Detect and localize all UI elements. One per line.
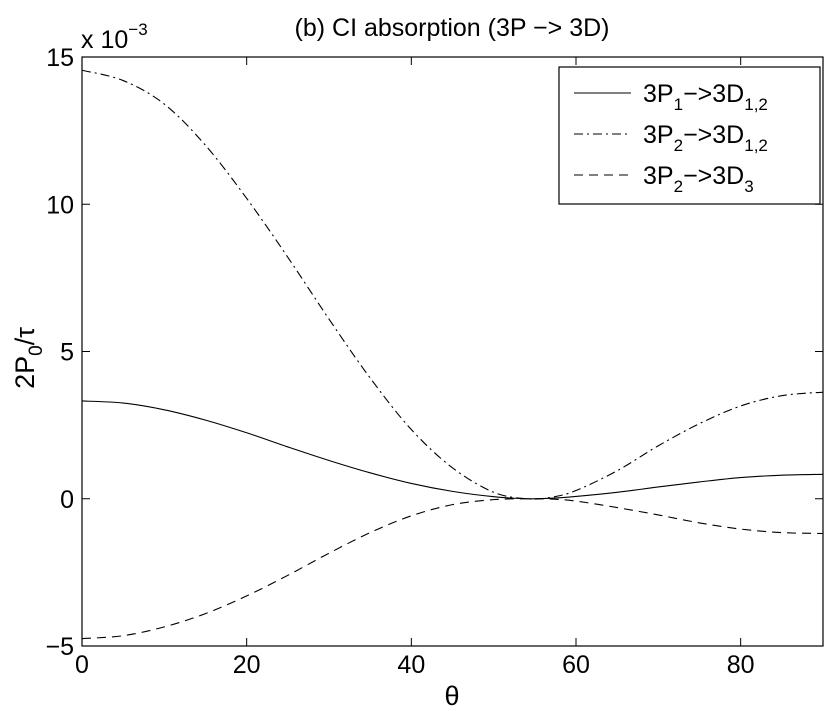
y-multiplier-exponent: −3 (128, 20, 147, 39)
x-tick-label: 0 (75, 651, 89, 679)
series-line-3p2-3d1-2 (81, 69, 824, 500)
series-layer (81, 69, 824, 640)
y-multiplier: x 10−3 (81, 20, 148, 54)
legend-entry-label: 3P2−>3D1,2 (643, 121, 768, 155)
y-axis-label-sub: 0 (26, 345, 47, 356)
x-tick-label: 20 (233, 651, 261, 679)
y-tick-label: 10 (46, 191, 74, 219)
x-tick-label: 40 (397, 651, 425, 679)
y-multiplier-base: x 10 (81, 26, 128, 54)
y-axis-label-rest: /τ (10, 327, 40, 346)
x-tick-label: 60 (562, 651, 590, 679)
legend-box (558, 66, 821, 205)
x-tick-label: 80 (727, 651, 755, 679)
y-tick-label: 0 (60, 486, 74, 514)
y-axis-label: 2P0/τ (10, 327, 47, 389)
y-tick-label: −5 (45, 633, 74, 661)
x-axis-label: θ (444, 681, 459, 711)
y-axis-label-base: 2P (10, 356, 40, 389)
y-tick-label: 15 (46, 44, 74, 72)
series-line-3p1-3d1-2 (81, 400, 824, 500)
y-tick-label: 5 (60, 339, 74, 367)
legend-entry-label: 3P1−>3D1,2 (643, 80, 768, 114)
chart-title: (b) CI absorption (3P −> 3D) (295, 14, 610, 42)
legend-entry-label: 3P2−>3D3 (643, 162, 754, 196)
legend: 3P1−>3D1,2 3P2−>3D1,2 3P2−>3D3 (558, 66, 821, 205)
